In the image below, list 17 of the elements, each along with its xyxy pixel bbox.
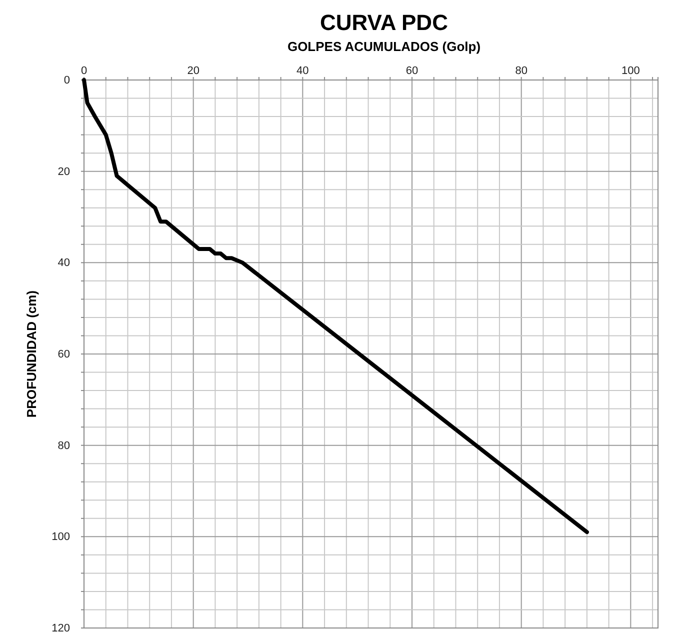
y-tick-label: 60 (58, 348, 70, 361)
line-series (82, 78, 589, 534)
y-tick-label: 40 (58, 257, 70, 270)
x-tick-label: 60 (406, 65, 418, 77)
x-tick-label: 100 (621, 65, 640, 77)
x-axis-title: GOLPES ACUMULADOS (Golp) (287, 39, 481, 54)
chart-title: CURVA PDC (320, 10, 448, 35)
y-tick-label: 80 (58, 440, 70, 452)
x-tick-label: 80 (515, 65, 528, 77)
y-tick-label: 120 (52, 622, 70, 635)
x-tick-label: 20 (187, 65, 200, 77)
y-axis-title: PROFUNDIDAD (cm) (24, 290, 39, 418)
y-tick-label: 20 (58, 166, 70, 178)
x-tick-label: 40 (296, 65, 309, 77)
x-tick-label: 0 (80, 65, 88, 77)
y-tick-label: 100 (52, 531, 70, 544)
y-tick-label: 0 (64, 74, 70, 87)
